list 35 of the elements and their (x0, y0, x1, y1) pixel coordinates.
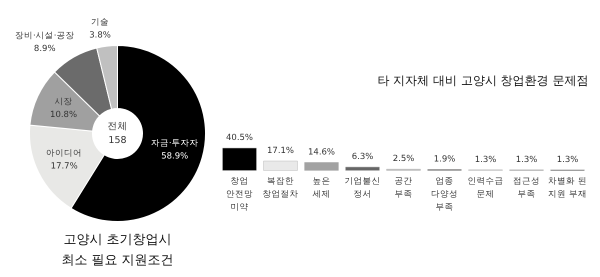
x-tick-label: 복잡한 창업절차 (262, 176, 298, 200)
data-label: 1.9% (434, 154, 456, 164)
data-label: 1.3% (516, 154, 538, 165)
data-label: 58.9% (161, 151, 188, 162)
bar (304, 162, 339, 171)
bar (263, 160, 298, 171)
chart-title: 타 지자체 대비 고양시 창업환경 문제점 (377, 74, 589, 88)
slice-label: 아이디어 (46, 148, 82, 158)
data-label: 14.6% (308, 147, 336, 158)
data-label: 40.5% (226, 133, 254, 144)
data-label: 17.7% (50, 161, 78, 172)
data-label: 1.3% (474, 154, 496, 165)
x-tick-label: 기업불신 정서 (344, 176, 380, 200)
x-tick-label: 차별화 된 지원 부재 (548, 176, 587, 200)
data-label: 3.8% (89, 30, 111, 41)
x-tick-label: 창업 안전망 미약 (226, 176, 253, 212)
data-label: 17.1% (267, 146, 294, 156)
x-tick-label: 인력수급 문제 (468, 176, 504, 200)
x-tick-label: 공간 부족 (394, 176, 412, 200)
x-tick-label: 높은 세제 (312, 176, 330, 200)
slice-label: 장비·시설·공장 (15, 30, 74, 41)
text: 고양시 초기창업시 최소 필요 지원조건 (61, 232, 174, 268)
x-tick-label: 업종 다양성 부족 (431, 176, 458, 212)
data-label: 2.5% (392, 154, 414, 164)
x-tick-label: 접근성 부족 (513, 176, 540, 200)
data-label: 8.9% (34, 44, 56, 54)
slice-label: 기술 (91, 18, 110, 28)
data-label: 6.3% (352, 152, 374, 162)
slice-label: 시장 (54, 96, 73, 107)
slice-label: 자금·투자자 (150, 138, 199, 148)
data-label: 10.8% (50, 110, 78, 120)
bar (345, 166, 380, 171)
bar (222, 148, 257, 171)
data-label: 1.3% (556, 154, 578, 165)
text: 전체 158 (108, 120, 128, 146)
